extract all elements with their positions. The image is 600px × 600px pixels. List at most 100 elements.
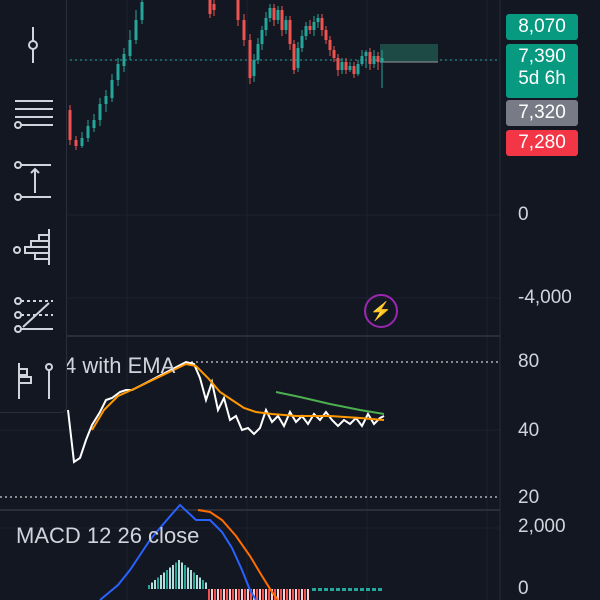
macd-hist-bar [238, 589, 240, 600]
macd-hist-bar [160, 575, 162, 589]
macd-hist-bar [169, 567, 171, 589]
macd-hist-bar [301, 589, 303, 600]
candle-body [332, 50, 336, 58]
macd-hist-bar [187, 567, 189, 589]
cursor-tool-icon[interactable] [8, 20, 58, 70]
candle-body [242, 20, 246, 40]
candle-body [284, 20, 288, 30]
macd-hist-bar [307, 589, 309, 600]
lightning-icon[interactable]: ⚡ [364, 294, 398, 328]
bar-countdown: 5d 6h [518, 68, 566, 89]
macd-hist-bar [211, 589, 213, 600]
macd-hist-bar [172, 565, 174, 589]
macd-hist-bar [193, 572, 195, 589]
anchored-tool-icon[interactable] [8, 356, 58, 406]
candle-body [260, 30, 264, 44]
candle-body [208, 0, 212, 14]
rsi-trend-line [275, 391, 385, 415]
macd-hist-bar [268, 589, 270, 600]
candle-body [312, 22, 316, 30]
price-badge-mid: 7,320 [506, 100, 578, 126]
candle-body [300, 36, 304, 48]
macd-hist-bar [154, 580, 156, 589]
macd-hist-bar [292, 589, 294, 600]
rsi-pane-title[interactable]: 4 with EMA [64, 353, 176, 378]
macd-hist-bar [286, 589, 288, 600]
macd-hist-bar [280, 589, 282, 600]
candle-body [236, 0, 240, 20]
macd-hist-bar [205, 582, 207, 589]
horizontal-lines-icon[interactable] [8, 88, 58, 138]
pattern-tool-icon[interactable] [8, 290, 58, 340]
price-badge-high: 8,070 [506, 14, 578, 40]
price-axis-zero: 0 [518, 204, 529, 225]
price-axis-neg: -4,000 [518, 287, 572, 308]
candle-body [360, 56, 364, 64]
macd-hist-bar [220, 589, 222, 600]
macd-hist-bar [250, 589, 252, 600]
signal-line [197, 509, 279, 600]
candle-body [308, 26, 312, 30]
candle-body [292, 44, 296, 70]
rsi-line [67, 360, 385, 464]
candle-body [248, 40, 252, 78]
macd-hist-bar [330, 588, 334, 591]
drawing-toolbar [0, 0, 67, 413]
macd-hist-bar [304, 589, 306, 600]
candle-body [268, 8, 272, 18]
candle-body [116, 64, 120, 80]
candle-body [368, 52, 372, 64]
candle-body [324, 30, 328, 40]
macd-hist-bar [241, 589, 243, 600]
macd-hist-bar [148, 585, 150, 589]
measure-tool-icon[interactable] [8, 156, 58, 206]
macd-hist-bar [217, 589, 219, 600]
candle-body [80, 138, 84, 146]
candle-body [288, 20, 292, 44]
macd-hist-bar [295, 589, 297, 600]
rsi-level-80: 80 [518, 351, 540, 372]
candle-body [316, 18, 320, 22]
macd-hist-bar [178, 560, 180, 589]
candle-body [348, 66, 352, 70]
macd-hist-bar [199, 577, 201, 589]
candle-body [98, 104, 102, 120]
candle-body [122, 54, 126, 66]
macd-pane-title[interactable]: MACD 12 26 close [16, 523, 200, 548]
candle-body [352, 66, 356, 74]
rsi-level-20: 20 [518, 487, 540, 508]
candle-body [92, 120, 96, 128]
macd-hist-bar [360, 588, 364, 591]
volume-profile-icon[interactable] [8, 222, 58, 272]
candle-body [256, 44, 260, 60]
macd-hist-bar [259, 589, 261, 600]
macd-hist-bar [289, 589, 291, 600]
candle-body [376, 56, 380, 62]
macd-hist-bar [244, 589, 246, 600]
macd-hist-bar [348, 588, 352, 591]
macd-hist-bar [253, 589, 255, 600]
macd-hist-bar [265, 589, 267, 600]
candle-body [134, 20, 138, 40]
candle-body [276, 10, 280, 20]
candle-body [304, 26, 308, 36]
macd-hist-bar [312, 588, 316, 591]
macd-hist-bar [181, 562, 183, 589]
candle-body [140, 2, 144, 20]
macd-hist-bar [378, 588, 382, 591]
candle-body [372, 56, 376, 64]
macd-hist-bar [232, 589, 234, 600]
macd-hist-bar [336, 588, 340, 591]
macd-hist-bar [208, 589, 210, 600]
macd-hist-bar [166, 570, 168, 589]
candle-body [364, 52, 368, 56]
price-badge-current: 7,390 5d 6h [506, 44, 578, 98]
candle-body [252, 60, 256, 76]
candle-body [212, 4, 216, 10]
macd-hist-bar [157, 577, 159, 589]
macd-hist-bar [229, 589, 231, 600]
macd-hist-bar [175, 562, 177, 589]
macd-level-0: 0 [518, 578, 529, 599]
macd-hist-bar [202, 580, 204, 589]
